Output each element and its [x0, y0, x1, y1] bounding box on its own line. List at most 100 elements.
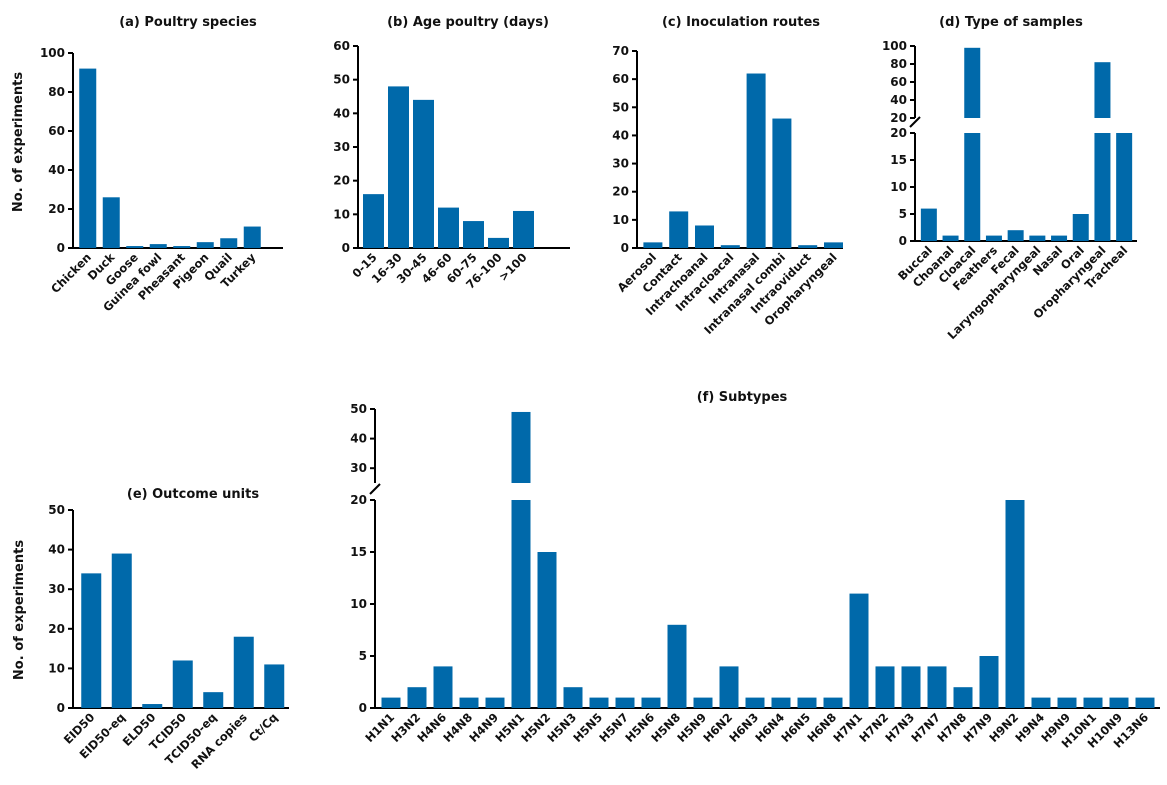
chart-f-bar [459, 697, 479, 708]
chart-b-y-tick-label: 0 [342, 241, 350, 255]
chart-a-y-tick-label: 60 [48, 124, 65, 138]
chart-f-title: (f) Subtypes [697, 390, 788, 405]
chart-c-bar [720, 245, 740, 248]
chart-b-title: (b) Age poultry (days) [387, 15, 549, 30]
chart-b-y-tick-label: 20 [333, 174, 350, 188]
chart-f-bar [979, 656, 999, 708]
chart-f-y-tick-label: 30 [350, 461, 367, 475]
chart-d-bar [964, 133, 981, 241]
chart-f-y-tick-label: 40 [350, 432, 367, 446]
chart-d-bar-upper [1094, 62, 1111, 118]
chart-a-bar [79, 68, 97, 248]
chart-d-bar [1007, 230, 1024, 241]
chart-f-bar [1083, 697, 1103, 708]
chart-f-axis-break [369, 483, 381, 495]
chart-b-bar [513, 210, 534, 248]
chart-c-y-tick-label: 10 [612, 213, 629, 227]
chart-d-bar [920, 208, 937, 241]
chart-b-bar [463, 221, 484, 248]
chart-c-y-tick-label: 0 [621, 241, 629, 255]
chart-f-bar [1135, 697, 1155, 708]
chart-f-bar [563, 687, 583, 708]
chart-f-bar [1005, 500, 1025, 708]
chart-a-y-tick-label: 0 [57, 241, 65, 255]
chart-b: 01020304050600-1516-3030-4546-6060-7576-… [333, 39, 570, 292]
chart-a-y-tick-label: 20 [48, 202, 65, 216]
chart-a-bar [173, 246, 191, 248]
chart-c-bar [669, 211, 689, 248]
chart-f: 05101520304050H1N1H3N2H4N6H4N8H4N9H5N1H5… [350, 402, 1160, 751]
chart-a-title: (a) Poultry species [119, 15, 257, 30]
chart-f-bar [589, 697, 609, 708]
chart-f-bar [693, 697, 713, 708]
y-axis-label-top: No. of experiments [11, 72, 26, 212]
chart-f-bar [641, 697, 661, 708]
chart-e-bar [264, 664, 285, 708]
chart-c-y-tick-label: 40 [612, 128, 629, 142]
chart-e-y-tick-label: 40 [48, 543, 65, 557]
chart-a-y-tick-label: 100 [40, 46, 65, 60]
chart-f-bar [667, 624, 687, 708]
chart-f-bar [1031, 697, 1051, 708]
chart-c-y-tick-label: 30 [612, 157, 629, 171]
chart-d: 0510152020406080100BuccalChoanalCloacalF… [882, 39, 1137, 342]
chart-f-y-tick-label: 5 [359, 649, 367, 663]
chart-b-category-label: >100 [496, 250, 530, 284]
chart-c-bar [695, 225, 714, 248]
y-axis-label-bottom: No. of experiments [12, 540, 27, 680]
chart-d-y-tick-label: 40 [890, 93, 907, 107]
chart-d-bar [1116, 133, 1133, 241]
chart-b-y-tick-label: 30 [333, 140, 350, 154]
chart-b-y-tick-label: 10 [333, 207, 350, 221]
chart-b-y-tick-label: 50 [333, 73, 350, 87]
chart-f-bar [849, 593, 869, 708]
chart-a-bar [126, 246, 144, 248]
chart-b-bar [488, 237, 509, 248]
chart-f-bar [719, 666, 739, 708]
chart-a-y-tick-label: 40 [48, 163, 65, 177]
chart-f-bar [433, 666, 453, 708]
chart-f-bar [875, 666, 895, 708]
chart-d-y-tick-label: 0 [899, 234, 907, 248]
chart-f-y-tick-label: 0 [359, 701, 367, 715]
chart-e-bar [142, 704, 163, 708]
chart-d-y-tick-label: 20 [890, 126, 907, 140]
chart-f-y-tick-label: 15 [350, 545, 367, 559]
chart-d-bar-upper [964, 47, 981, 118]
chart-f-bar [953, 687, 973, 708]
chart-b-bar [363, 194, 384, 248]
chart-b-bar [413, 99, 434, 248]
chart-e-y-tick-label: 50 [48, 503, 65, 517]
chart-a-bar [102, 197, 120, 248]
chart-e-bar [172, 660, 193, 708]
chart-d-y-tick-label: 5 [899, 207, 907, 221]
chart-b-y-tick-label: 40 [333, 106, 350, 120]
chart-f-bar [745, 697, 765, 708]
chart-f-bar [1109, 697, 1129, 708]
chart-b-y-tick-label: 60 [333, 39, 350, 53]
chart-c: 010203040506070AerosolContactIntrachoana… [612, 44, 843, 337]
chart-d-y-tick-label: 80 [890, 57, 907, 71]
chart-f-bar [537, 552, 557, 708]
chart-f-y-tick-label: 10 [350, 597, 367, 611]
chart-d-title: (d) Type of samples [939, 15, 1083, 30]
chart-e-y-tick-label: 0 [57, 701, 65, 715]
chart-f-bar [381, 697, 401, 708]
chart-f-y-tick-label: 20 [350, 493, 367, 507]
chart-f-bar [927, 666, 947, 708]
chart-e: 01020304050EID50EID50-eqELD50TCID50TCID5… [48, 503, 289, 772]
chart-d-y-tick-label: 60 [890, 75, 907, 89]
chart-a-bar [243, 226, 261, 248]
chart-e-y-tick-label: 30 [48, 582, 65, 596]
chart-f-bar [407, 687, 427, 708]
chart-a-bar [196, 242, 214, 248]
chart-e-y-tick-label: 20 [48, 622, 65, 636]
chart-c-bar [746, 73, 766, 248]
chart-c-bar [798, 245, 818, 248]
chart-b-bar [438, 207, 459, 248]
chart-e-category-label: Ct/Cq [246, 710, 281, 745]
chart-d-bar [1051, 235, 1068, 241]
chart-e-bar [233, 636, 254, 708]
